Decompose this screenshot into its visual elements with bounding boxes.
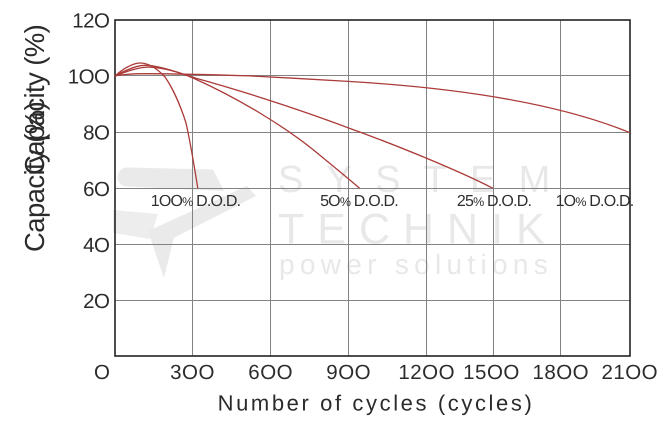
svg-text:12O: 12O — [72, 9, 109, 32]
svg-text:SYSTEM: SYSTEM — [278, 159, 573, 201]
svg-text:15OO: 15OO — [463, 361, 520, 384]
svg-text:Capacity (%): Capacity (%) — [19, 102, 50, 252]
svg-text:Number of cycles (cycles): Number of cycles (cycles) — [218, 391, 535, 416]
svg-text:1OO% D.O.D.: 1OO% D.O.D. — [151, 193, 240, 210]
svg-text:8O: 8O — [83, 122, 109, 145]
svg-text:5O% D.O.D.: 5O% D.O.D. — [320, 193, 398, 210]
svg-text:6O: 6O — [83, 178, 109, 201]
svg-text:power solutions: power solutions — [279, 249, 553, 280]
svg-text:1OO: 1OO — [68, 65, 110, 88]
svg-text:1O% D.O.D.: 1O% D.O.D. — [556, 193, 634, 210]
svg-text:18OO: 18OO — [532, 361, 589, 384]
svg-text:25% D.O.D.: 25% D.O.D. — [457, 193, 531, 210]
svg-text:TECHNIK: TECHNIK — [278, 206, 558, 254]
svg-text:Capacity (%): Capacity (%) — [19, 25, 50, 175]
svg-text:3OO: 3OO — [170, 361, 215, 384]
svg-text:6OO: 6OO — [248, 361, 293, 384]
svg-text:21OO: 21OO — [601, 361, 658, 384]
svg-text:4O: 4O — [83, 234, 109, 257]
svg-text:12OO: 12OO — [398, 361, 455, 384]
svg-text:O: O — [94, 361, 110, 384]
svg-text:9OO: 9OO — [326, 361, 371, 384]
svg-text:2O: 2O — [83, 290, 109, 313]
